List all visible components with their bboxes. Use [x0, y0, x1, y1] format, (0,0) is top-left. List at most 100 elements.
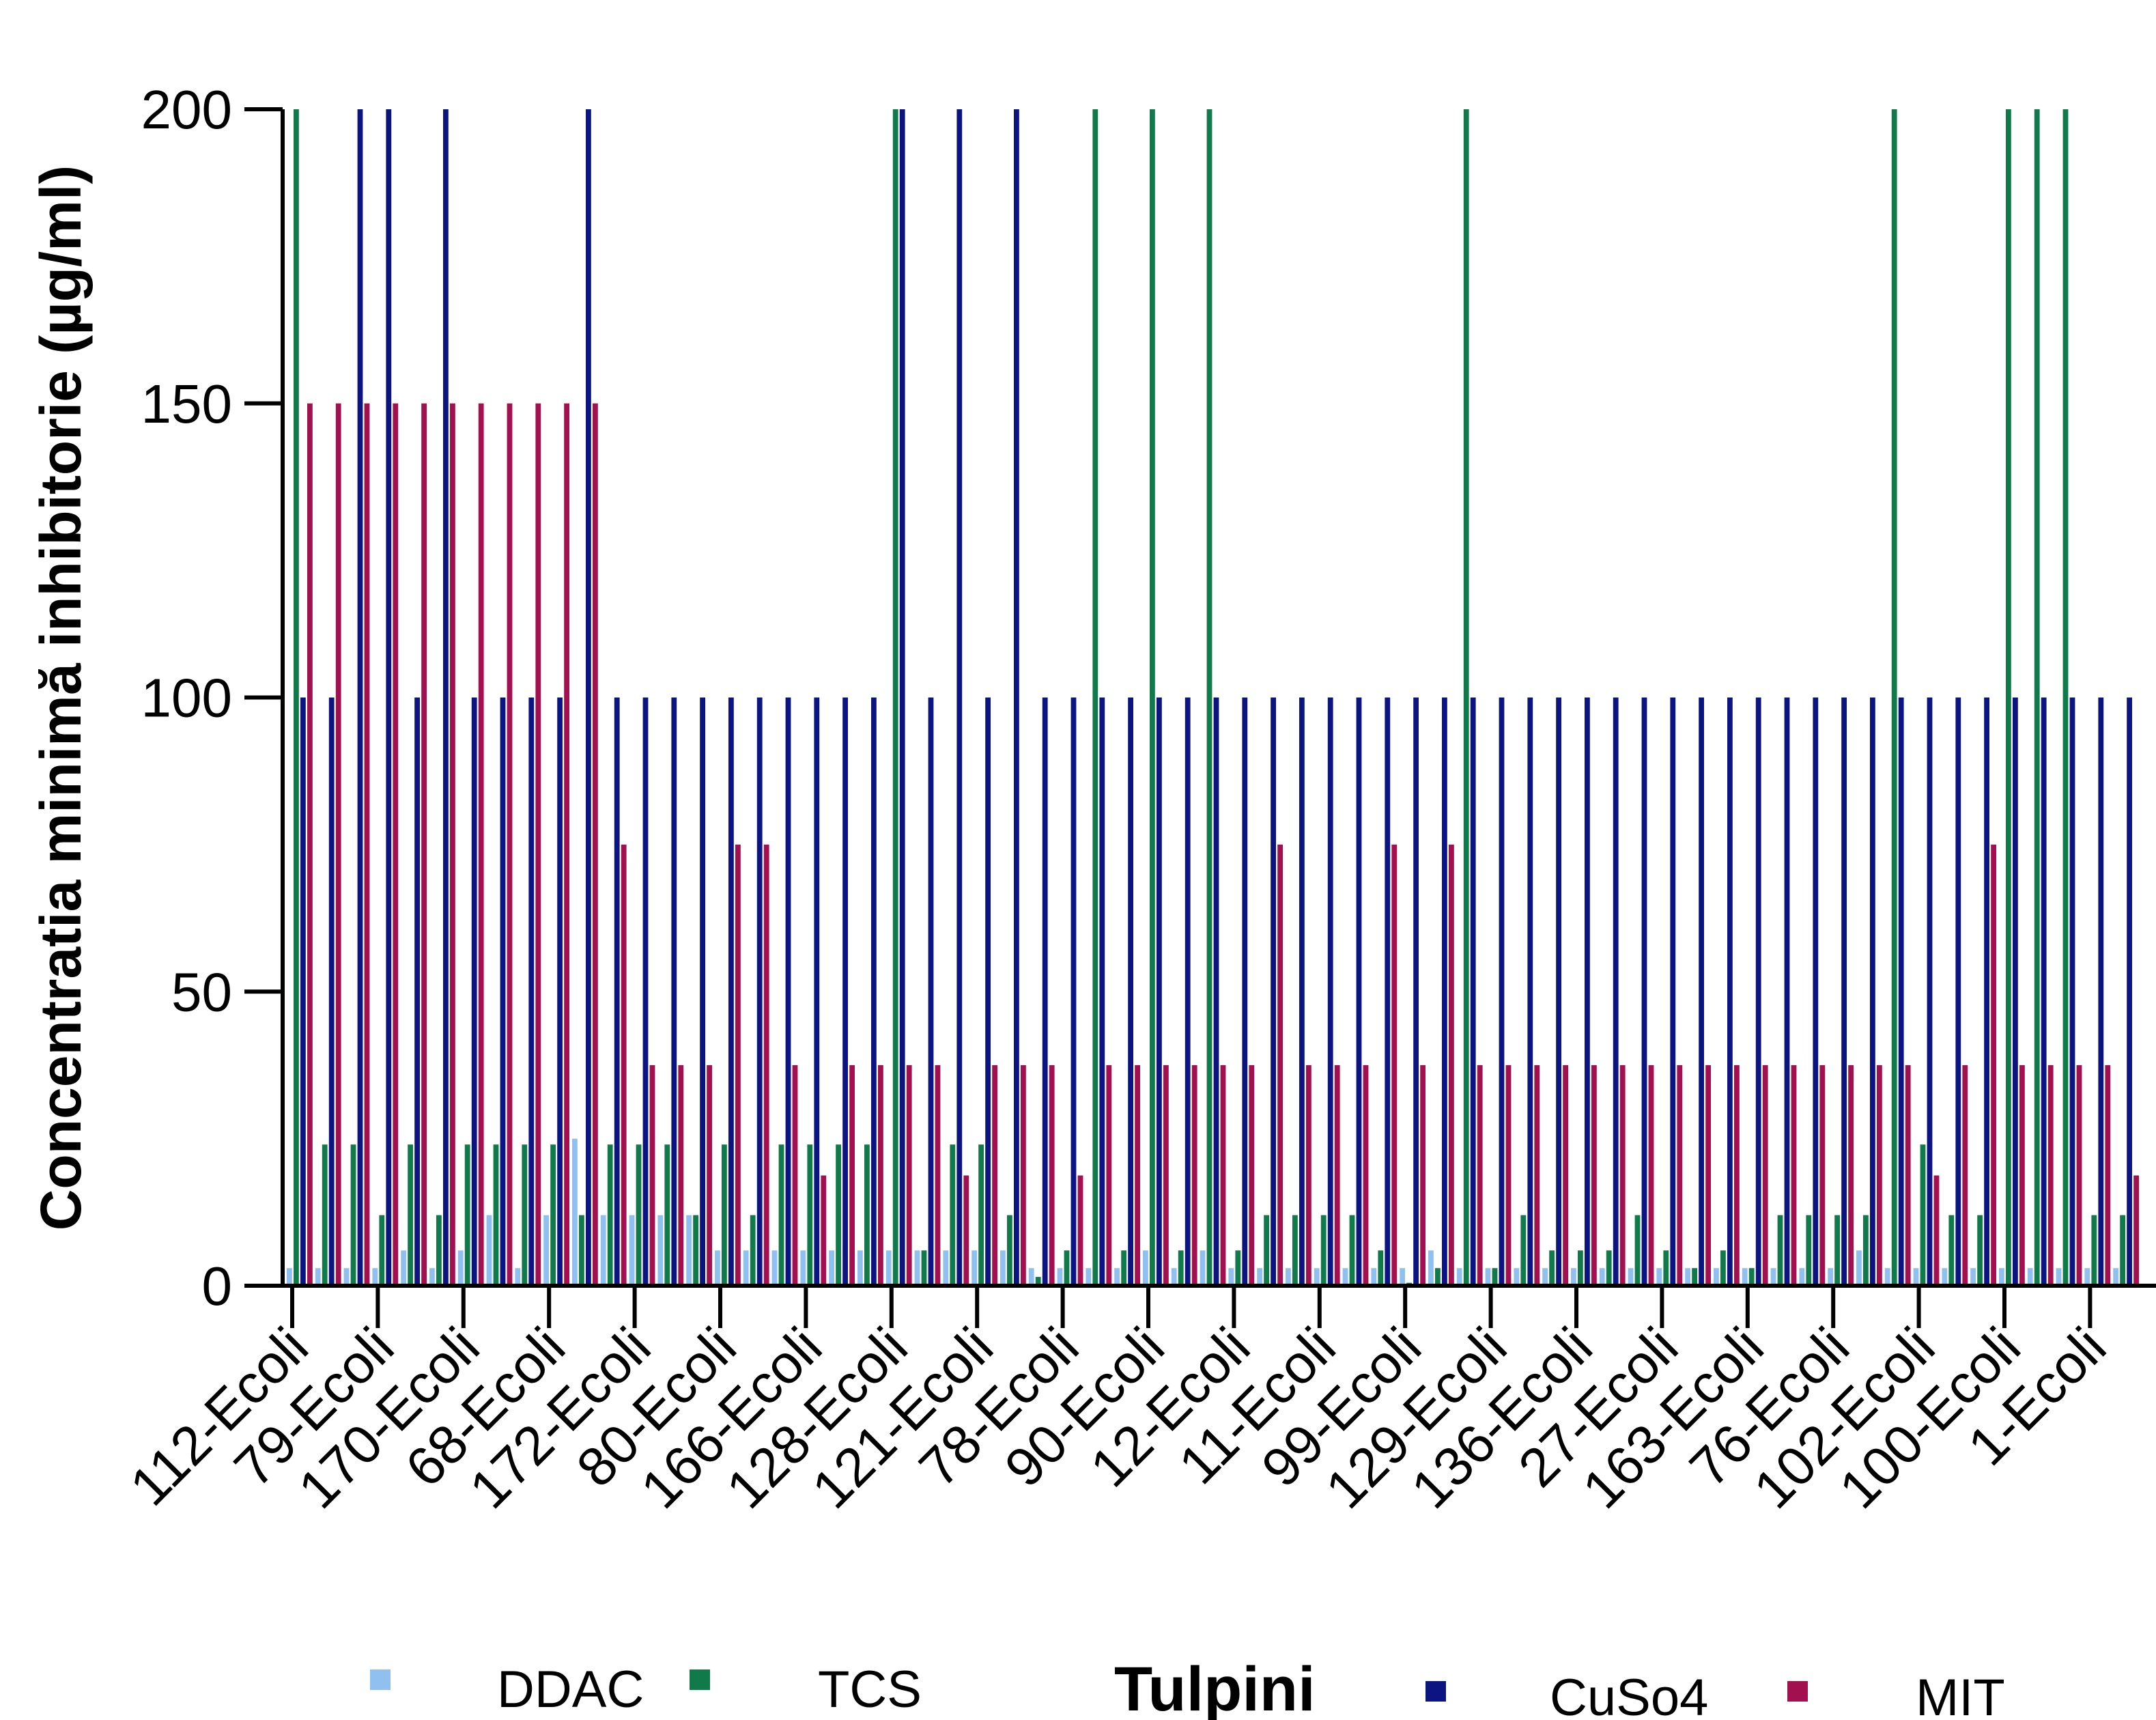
bar-mit	[1877, 1065, 1882, 1286]
bar-ddac	[1970, 1268, 1976, 1286]
bar-cuso4	[500, 697, 506, 1286]
bar-tcs	[1349, 1215, 1355, 1286]
bar-ddac	[1685, 1268, 1690, 1286]
bar-mit	[1848, 1065, 1854, 1286]
bar-mit	[1563, 1065, 1568, 1286]
bar-cuso4	[1527, 697, 1533, 1286]
bar-ddac	[1571, 1268, 1576, 1286]
bar-ddac	[2027, 1268, 2033, 1286]
bar-mit	[364, 403, 370, 1286]
bar-tcs	[1235, 1250, 1241, 1286]
bar-ddac	[1714, 1268, 1719, 1286]
bar-ddac	[515, 1268, 521, 1286]
bar-mit	[421, 403, 427, 1286]
bar-tcs	[2034, 109, 2040, 1286]
bar-cuso4	[700, 697, 705, 1286]
bar-tcs	[1777, 1215, 1783, 1286]
bar-cuso4	[1613, 697, 1619, 1286]
bar-tcs	[1292, 1215, 1298, 1286]
bar-ddac	[1913, 1268, 1919, 1286]
bar-mit	[1505, 1065, 1512, 1286]
bar-tcs	[778, 1144, 784, 1286]
bar-tcs	[1578, 1250, 1583, 1286]
bar-ddac	[429, 1268, 435, 1286]
bar-tcs	[864, 1144, 870, 1286]
bar-ddac	[457, 1250, 464, 1286]
bar-cuso4	[2127, 697, 2132, 1286]
y-axis-title: Concentratia minimă inhibitorie (µg/ml)	[29, 165, 93, 1231]
bar-cuso4	[1327, 697, 1333, 1286]
bar-cuso4	[1841, 697, 1847, 1286]
bar-tcs	[1663, 1250, 1669, 1286]
bar-mit	[1021, 1065, 1026, 1286]
bar-cuso4	[2041, 697, 2047, 1286]
bar-tcs	[1520, 1215, 1527, 1286]
bar-mit	[393, 403, 399, 1286]
bar-ddac	[800, 1250, 806, 1286]
legend-swatch-mit	[1787, 1681, 1808, 1702]
x-ticks: 112-Ecoli79-Ecoli170-Ecoli68-Ecoli172-Ec…	[118, 1286, 2117, 1520]
bar-mit	[963, 1175, 969, 1286]
bar-cuso4	[414, 697, 420, 1286]
bar-ddac	[771, 1250, 778, 1286]
bar-cuso4	[671, 697, 677, 1286]
bar-ddac	[1286, 1268, 1291, 1286]
bar-mit	[992, 1065, 997, 1286]
legend: DDAC TCS Tulpini CuSo4 MIT	[370, 1654, 2005, 1720]
bar-cuso4	[528, 697, 535, 1286]
y-ticks: 0 50 100 150 200	[141, 79, 283, 1316]
bar-mit	[1819, 1065, 1826, 1286]
bar-ddac	[1942, 1268, 1948, 1286]
bar-tcs	[493, 1144, 499, 1286]
bar-cuso4	[1870, 697, 1875, 1286]
bar-mit	[1191, 1065, 1197, 1286]
bar-mit	[1220, 1065, 1226, 1286]
bar-mit	[1534, 1065, 1540, 1286]
bar-cuso4	[2098, 697, 2104, 1286]
bar-ddac	[1856, 1250, 1862, 1286]
bar-ddac	[743, 1250, 749, 1286]
bar-ddac	[1257, 1268, 1262, 1286]
bar-cuso4	[1413, 697, 1419, 1286]
bar-cuso4	[956, 109, 963, 1286]
bar-ddac	[1086, 1268, 1092, 1286]
bar-cuso4	[1157, 697, 1162, 1286]
bar-mit	[593, 403, 598, 1286]
bar-tcs	[350, 1144, 356, 1286]
bar-mit	[1705, 1065, 1711, 1286]
bar-ddac	[1143, 1250, 1148, 1286]
bar-mit	[535, 403, 541, 1286]
bar-cuso4	[443, 109, 449, 1286]
bar-tcs	[1692, 1268, 1697, 1286]
y-tick-label: 50	[171, 961, 232, 1022]
bar-mit	[1363, 1065, 1369, 1286]
y-tick-label: 0	[202, 1256, 233, 1316]
bar-mit	[935, 1065, 941, 1286]
bar-ddac	[1799, 1268, 1805, 1286]
bar-cuso4	[1670, 697, 1676, 1286]
bar-cuso4	[756, 697, 763, 1286]
bar-mit	[1163, 1065, 1169, 1286]
bar-mit	[763, 844, 769, 1286]
bar-cuso4	[1556, 697, 1561, 1286]
bar-ddac	[1456, 1268, 1462, 1286]
bar-tcs	[1435, 1268, 1441, 1286]
bar-tcs	[1206, 109, 1212, 1286]
bar-ddac	[1314, 1268, 1320, 1286]
bar-cuso4	[1099, 697, 1105, 1286]
bar-tcs	[1948, 1215, 1955, 1286]
bar-tcs	[579, 1215, 584, 1286]
bar-ddac	[1228, 1268, 1234, 1286]
bar-mit	[735, 844, 741, 1286]
bar-tcs	[379, 1215, 385, 1286]
bar-mit	[1249, 1065, 1255, 1286]
bar-mit	[1933, 1175, 1940, 1286]
bar-mit	[878, 1065, 883, 1286]
bar-cuso4	[1242, 697, 1248, 1286]
bar-cuso4	[2013, 697, 2018, 1286]
bar-cuso4	[785, 697, 791, 1286]
bar-ddac	[315, 1268, 321, 1286]
bar-cuso4	[642, 697, 649, 1286]
bar-ddac	[715, 1250, 720, 1286]
